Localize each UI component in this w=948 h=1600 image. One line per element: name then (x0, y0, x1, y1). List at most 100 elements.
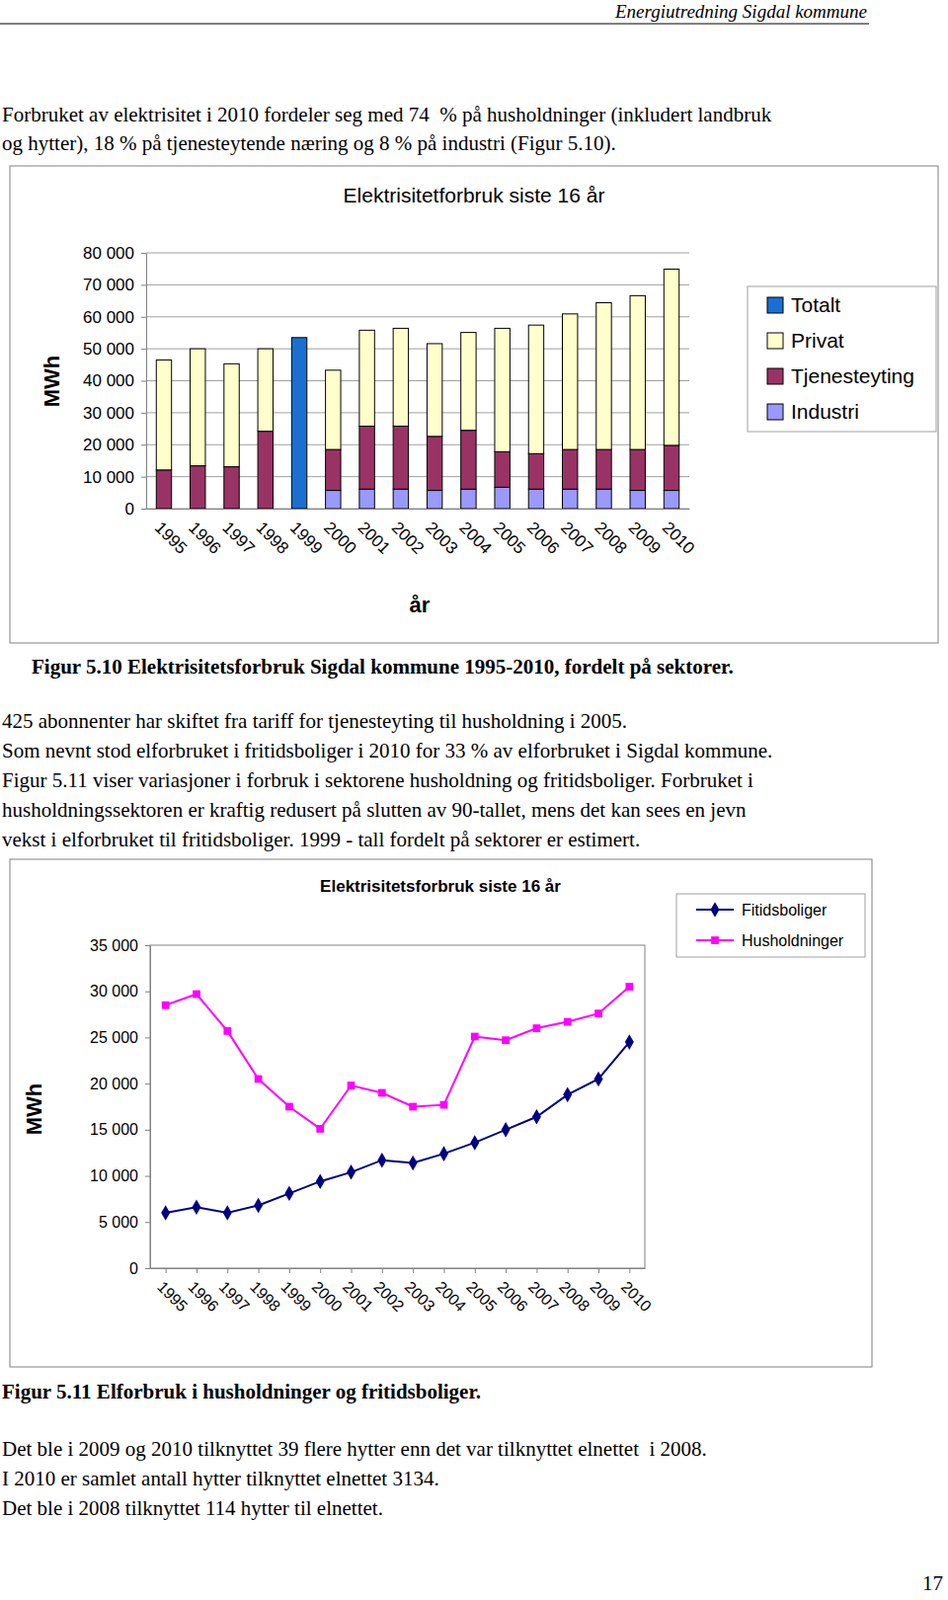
bar (257, 431, 273, 509)
y-tick-label: 5 000 (98, 1213, 139, 1231)
y-tick-mark (141, 381, 147, 383)
y-tick: 60 000 (82, 308, 147, 327)
bar (596, 449, 612, 489)
y-tick: 10 000 (89, 1167, 151, 1185)
body-text: I 2010 er samlet antall hytter tilknytte… (1, 1466, 440, 1491)
x-tick: 2005 (489, 508, 530, 558)
x-axis-title: år (409, 592, 431, 618)
figure-caption: Figur 5.11 Elforbruk i husholdninger og … (1, 1379, 481, 1404)
bar (561, 449, 577, 489)
bar (325, 490, 341, 509)
y-tick-mark (141, 316, 147, 318)
y-tick-label: 0 (129, 1260, 139, 1277)
x-tick: 2002 (388, 508, 428, 558)
marker (316, 1173, 325, 1189)
marker (440, 1101, 449, 1109)
bar (359, 488, 375, 509)
x-tick-label: 2008 (555, 1277, 593, 1315)
marker (316, 1124, 324, 1133)
legend-swatch (767, 297, 784, 314)
x-tick-label: 2001 (354, 518, 395, 558)
x-tick-label: 2010 (658, 518, 699, 558)
bar (224, 467, 239, 509)
y-tick-label: 10 000 (89, 1167, 139, 1185)
x-tick-mark (351, 1267, 353, 1273)
x-tick: 1997 (218, 508, 258, 558)
bar (596, 488, 612, 509)
bar (156, 470, 171, 509)
figure-caption: Figur 5.10 Elektrisitetsforbruk Sigdal k… (31, 654, 734, 679)
marker (161, 1001, 170, 1010)
page: Energiutredning Sigdal kommuneForbruket … (0, 0, 948, 1600)
x-tick: 1999 (286, 508, 326, 558)
x-tick-label: 2005 (489, 518, 530, 558)
bar (494, 486, 510, 509)
lines (160, 982, 634, 1221)
y-axis-line (146, 253, 148, 510)
y-tick: 35 000 (89, 937, 151, 954)
x-tick-label: 1995 (151, 518, 191, 558)
x-tick-label: 2003 (421, 518, 462, 558)
bar (190, 348, 206, 466)
y-tick: 70 000 (82, 275, 147, 295)
bar (393, 488, 408, 509)
y-tick-mark (145, 991, 151, 993)
y-tick-mark (141, 412, 147, 414)
bar (426, 343, 442, 437)
x-tick-label: 2007 (525, 1277, 562, 1315)
marker (223, 1027, 232, 1035)
x-tick-mark (412, 1267, 414, 1273)
x-tick: 2002 (370, 1267, 407, 1315)
x-tick-mark (536, 1267, 538, 1273)
x-tick-mark (505, 1267, 507, 1273)
y-tick-mark (141, 476, 147, 478)
grid-line (146, 284, 690, 286)
marker (439, 1145, 449, 1162)
x-tick-mark (227, 1267, 229, 1273)
y-tick: 20 000 (82, 435, 147, 455)
marker (285, 1103, 294, 1111)
body-text: Forbruket av elektrisitet i 2010 fordele… (1, 102, 773, 127)
marker (192, 990, 201, 999)
y-tick: 25 000 (89, 1028, 151, 1046)
grid (146, 252, 690, 509)
x-axis-line (147, 508, 691, 510)
y-tick: 10 000 (82, 468, 147, 487)
x-tick-label: 1997 (216, 1277, 253, 1315)
marker (378, 1089, 387, 1098)
x-tick-mark (319, 1267, 321, 1273)
body-text: husholdningssektoren er kraftig redusert… (1, 797, 747, 822)
body-text: og hytter), 18 % på tjenesteytende nærin… (1, 131, 617, 156)
y-tick: 0 (129, 1260, 151, 1277)
bar (494, 327, 510, 452)
x-tick-label: 2000 (309, 1277, 346, 1315)
y-tick-label: 20 000 (89, 1075, 139, 1093)
y-tick-label: 40 000 (82, 371, 135, 391)
body-text: vekst i elforbruket til fritidsboliger. … (1, 827, 640, 852)
bar (190, 466, 206, 509)
marker (346, 1164, 356, 1181)
page-number: 17 (922, 1571, 944, 1595)
bar (494, 451, 510, 487)
bar (461, 332, 476, 431)
header-rule (0, 23, 869, 25)
y-tick: 30 000 (82, 403, 147, 423)
legend: TotaltPrivatTjenesteytingIndustri (747, 286, 937, 432)
x-tick-label: 1996 (184, 1277, 222, 1315)
body-text: Det ble i 2009 og 2010 tilknyttet 39 fle… (1, 1436, 708, 1461)
bar (393, 425, 408, 489)
marker (625, 982, 633, 991)
y-tick: 20 000 (89, 1075, 151, 1093)
y-tick: 15 000 (89, 1120, 151, 1138)
y-tick-label: 50 000 (82, 339, 135, 359)
legend-label: Tjenesteyting (790, 364, 915, 388)
bar (393, 327, 408, 426)
y-tick-mark (145, 1083, 151, 1085)
bar (663, 490, 679, 509)
y-tick-label: 20 000 (82, 435, 135, 455)
x-tick: 2007 (556, 508, 597, 558)
bar (257, 348, 273, 432)
marker (347, 1081, 356, 1090)
y-tick-mark (145, 1267, 151, 1269)
y-axis-title: MWh (39, 355, 65, 408)
